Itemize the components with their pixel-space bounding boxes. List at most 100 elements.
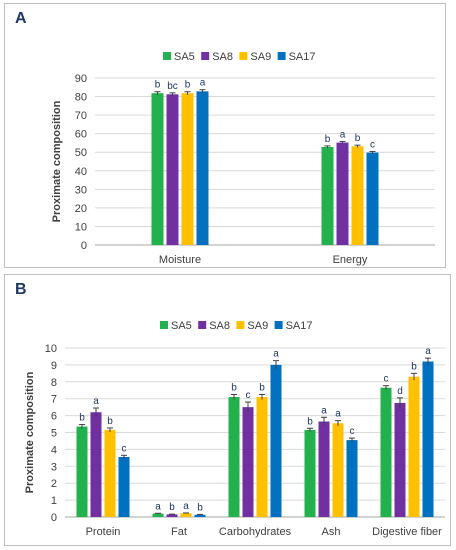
chart-b-bar-sa8-4 bbox=[394, 402, 406, 517]
chart-b-legend-label-sa8: SA8 bbox=[209, 320, 230, 332]
chart-b-y-tick-label: 2 bbox=[51, 478, 57, 490]
chart-b-y-tick-label: 9 bbox=[51, 360, 57, 372]
chart-b-significance-letter: a bbox=[425, 346, 431, 357]
chart-a-y-tick-label: 90 bbox=[75, 73, 87, 85]
chart-a-significance-letter: a bbox=[200, 78, 206, 89]
chart-b-category-label: Fat bbox=[171, 526, 187, 538]
chart-b-bar-sa9-0 bbox=[104, 429, 116, 517]
chart-b-significance-letter: a bbox=[93, 396, 99, 407]
chart-b-legend-swatch-sa9 bbox=[236, 321, 245, 329]
chart-a-significance-letter: a bbox=[340, 129, 346, 140]
chart-b-category-label: Protein bbox=[86, 526, 121, 538]
chart-b-bar-sa5-0 bbox=[76, 426, 88, 517]
chart-b-significance-letter: a bbox=[335, 409, 341, 420]
chart-b-y-tick-label: 1 bbox=[51, 495, 57, 507]
chart-b-legend-label-sa9: SA9 bbox=[247, 320, 268, 332]
chart-b-significance-letter: a bbox=[155, 501, 161, 512]
chart-a-significance-letter: bc bbox=[167, 81, 178, 92]
chart-b-svg: 0 1 2 3 4 5 6 7 8 9 10 Proximate composition SA5 SA8 S… bbox=[24, 320, 445, 538]
chart-a-legend-swatch-sa8 bbox=[201, 52, 210, 60]
chart-b-significance-letter: a bbox=[273, 349, 279, 360]
chart-b-bar-sa17-3 bbox=[346, 440, 358, 517]
chart-b-bar-sa5-1 bbox=[152, 513, 164, 517]
chart-b-legend-swatch-sa8 bbox=[198, 321, 207, 329]
chart-a-significance-letter: b bbox=[325, 134, 331, 145]
chart-b-category-label: Ash bbox=[322, 526, 341, 538]
chart-b-legend-label-sa5: SA5 bbox=[171, 320, 192, 332]
chart-b-bar-sa17-0 bbox=[118, 457, 130, 517]
chart-a-y-tick-label: 70 bbox=[75, 110, 87, 122]
chart-a-significance-letter: c bbox=[370, 139, 375, 150]
chart-b-y-tick-label: 6 bbox=[51, 411, 57, 423]
chart-b-bar-sa17-2 bbox=[270, 364, 282, 517]
chart-a-y-tick-label: 40 bbox=[75, 166, 87, 178]
chart-panel-b: B 0 1 2 3 4 5 6 7 8 9 10 Proximate composition SA5 SA… bbox=[4, 274, 451, 546]
chart-b-significance-letter: b bbox=[307, 416, 313, 427]
chart-a-legend-label-sa9: SA9 bbox=[250, 51, 271, 63]
chart-b-significance-letter: c bbox=[384, 374, 389, 385]
chart-b-legend-swatch-sa5 bbox=[160, 321, 168, 329]
chart-b-significance-letter: a bbox=[183, 501, 189, 512]
chart-a-legend-swatch-sa5 bbox=[163, 52, 171, 60]
chart-b-bar-sa9-2 bbox=[256, 397, 268, 517]
chart-a-bar-sa8-1 bbox=[336, 142, 349, 245]
chart-b-bar-sa5-4 bbox=[380, 387, 392, 517]
panel-label-a: A bbox=[15, 10, 27, 27]
chart-b-significance-letter: b bbox=[259, 382, 265, 393]
panel-label-b: B bbox=[15, 281, 27, 298]
chart-b-bar-sa9-3 bbox=[332, 423, 344, 517]
chart-b-bar-sa9-1 bbox=[180, 513, 192, 517]
chart-b-bar-sa17-1 bbox=[194, 514, 206, 517]
chart-a-legend-label-sa5: SA5 bbox=[174, 51, 195, 63]
chart-b-significance-letter: b bbox=[231, 382, 237, 393]
chart-b-significance-letter: b bbox=[411, 361, 417, 372]
chart-b-significance-letter: d bbox=[397, 386, 403, 397]
chart-b-bar-sa8-2 bbox=[242, 407, 254, 517]
chart-a-bar-sa5-0 bbox=[151, 93, 164, 246]
chart-a-significance-letter: b bbox=[185, 80, 191, 91]
chart-a-category-label: Energy bbox=[333, 254, 368, 266]
chart-b-y-tick-label: 4 bbox=[51, 444, 57, 456]
chart-a-y-axis-label: Proximate composition bbox=[51, 100, 63, 222]
chart-b-bar-sa17-4 bbox=[422, 361, 434, 517]
chart-a-svg: 0 10 20 30 40 50 60 70 80 90 Proximate composition… bbox=[51, 51, 435, 266]
chart-a-bar-sa5-1 bbox=[321, 147, 334, 245]
chart-a-bar-sa9-0 bbox=[181, 93, 194, 246]
chart-a-y-tick-label: 30 bbox=[75, 184, 87, 196]
chart-b-significance-letter: b bbox=[107, 416, 113, 427]
chart-a-significance-letter: b bbox=[155, 80, 161, 91]
chart-a-bar-sa9-1 bbox=[351, 146, 364, 245]
chart-b-bar-sa5-3 bbox=[304, 429, 316, 517]
chart-a-significance-letter: b bbox=[355, 133, 361, 144]
chart-b-bar-sa9-4 bbox=[408, 376, 420, 517]
chart-b-category-label: Carbohydrates bbox=[219, 526, 292, 538]
chart-b-y-tick-label: 3 bbox=[51, 461, 57, 473]
chart-b-significance-letter: c bbox=[122, 443, 127, 454]
chart-b-significance-letter: c bbox=[350, 426, 355, 437]
chart-b-significance-letter: b bbox=[79, 413, 85, 424]
chart-b-y-tick-label: 7 bbox=[51, 394, 57, 406]
chart-b-bar-sa8-1 bbox=[166, 514, 178, 517]
chart-panel-a: A 0 10 20 30 40 50 60 70 80 90 Proximate compositi… bbox=[4, 3, 446, 268]
chart-a-y-tick-label: 20 bbox=[75, 203, 87, 215]
chart-b-bar-sa5-2 bbox=[228, 397, 240, 517]
chart-a-legend-swatch-sa9 bbox=[239, 52, 248, 60]
chart-b-legend-label-sa17: SA17 bbox=[286, 320, 313, 332]
chart-b-significance-letter: a bbox=[321, 405, 327, 416]
chart-b-significance-letter: b bbox=[197, 502, 203, 513]
chart-a-legend-label-sa17: SA17 bbox=[289, 51, 316, 63]
chart-b-y-tick-label: 0 bbox=[51, 512, 57, 524]
chart-a-bar-sa17-1 bbox=[366, 152, 379, 245]
chart-b-y-tick-label: 5 bbox=[51, 428, 57, 440]
chart-a-y-tick-label: 0 bbox=[81, 240, 87, 252]
chart-b-y-tick-label: 10 bbox=[45, 343, 57, 355]
chart-b-significance-letter: b bbox=[169, 502, 175, 513]
chart-b-significance-letter: c bbox=[246, 390, 251, 401]
chart-a-y-tick-label: 60 bbox=[75, 129, 87, 141]
chart-a-bar-sa8-0 bbox=[166, 94, 179, 245]
chart-b-y-axis-label: Proximate composition bbox=[24, 371, 36, 493]
chart-a-y-tick-label: 10 bbox=[75, 221, 87, 233]
chart-a-legend-label-sa8: SA8 bbox=[212, 51, 233, 63]
chart-b-category-label: Digestive fiber bbox=[372, 526, 442, 538]
chart-b-bar-sa8-0 bbox=[90, 412, 102, 517]
